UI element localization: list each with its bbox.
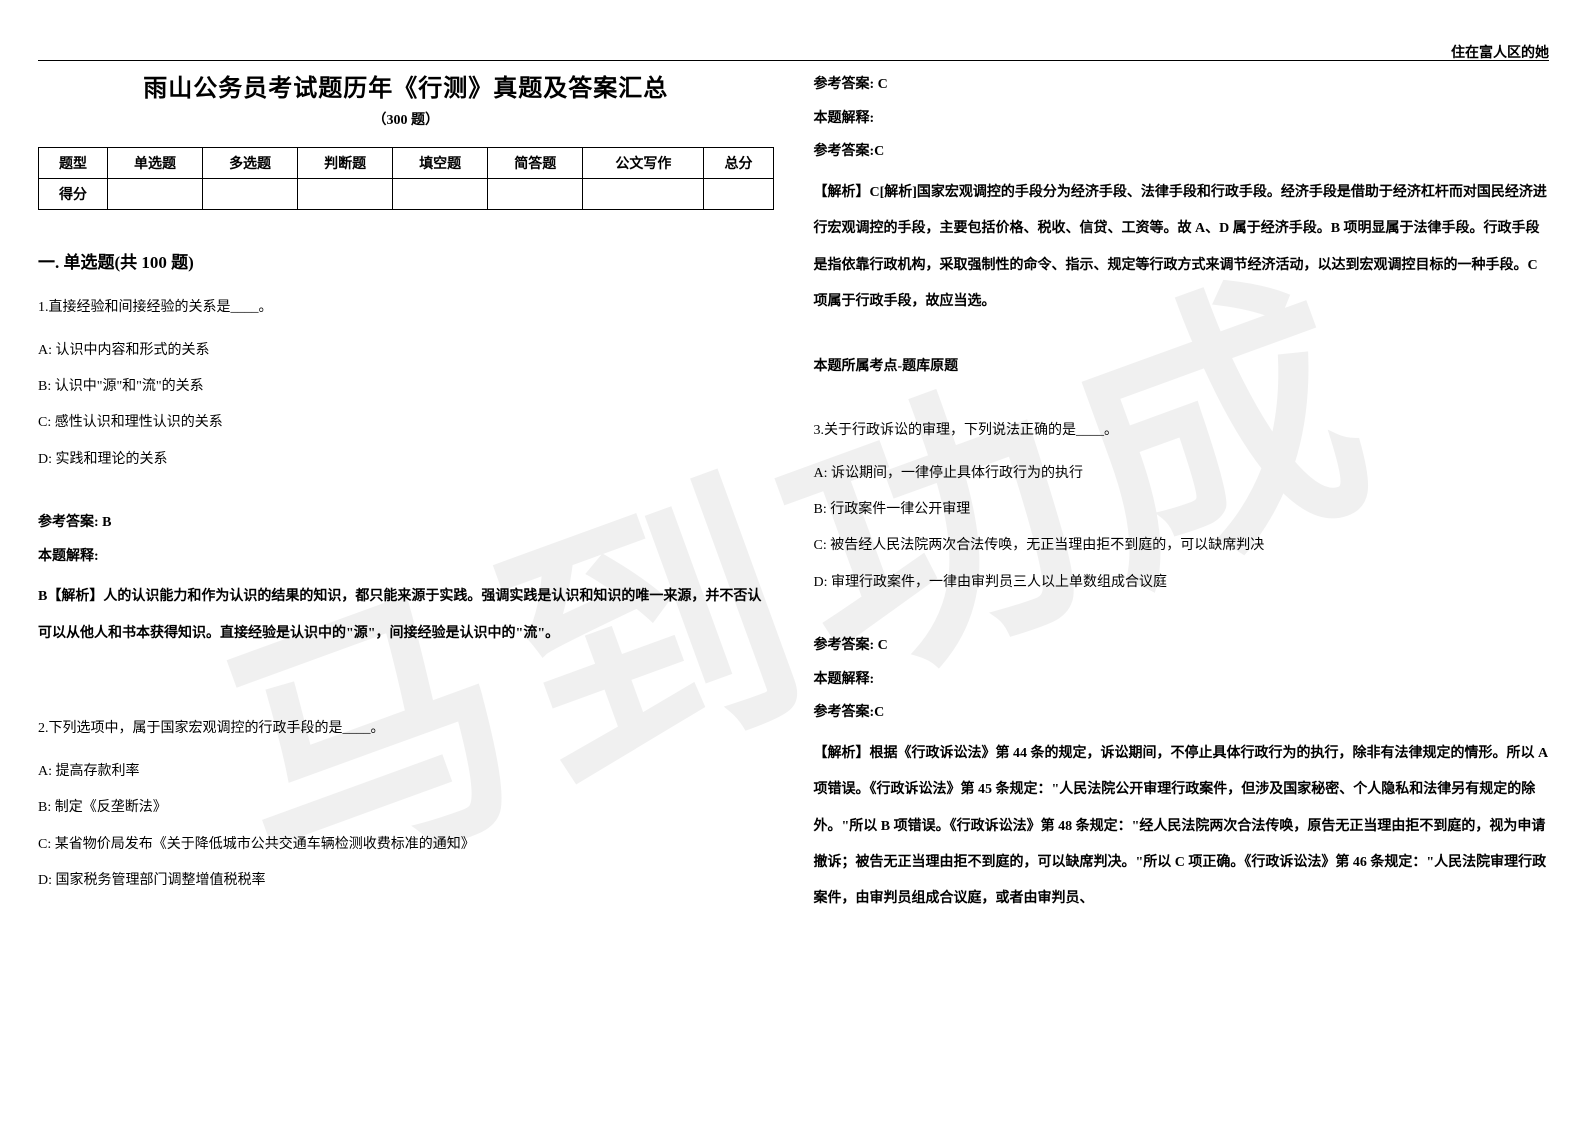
table-header-cell: 公文写作 — [583, 148, 704, 179]
question-2-explain-text: 【解析】C[解析]国家宏观调控的手段分为经济手段、法律手段和行政手段。经济手段是… — [814, 175, 1550, 321]
document-title: 雨山公务员考试题历年《行测》真题及答案汇总 — [38, 68, 774, 103]
question-1-answer: 参考答案: B — [38, 506, 774, 540]
table-cell — [298, 179, 393, 210]
table-cell — [203, 179, 298, 210]
left-column: 雨山公务员考试题历年《行测》真题及答案汇总 （300 题） 题型 单选题 多选题… — [38, 68, 774, 918]
question-1-text: 1.直接经验和间接经验的关系是____。 — [38, 291, 774, 325]
question-3-explain-label: 本题解释: — [814, 663, 1550, 697]
table-header-cell: 简答题 — [488, 148, 583, 179]
table-cell — [704, 179, 773, 210]
question-1-option-a: A: 认识中内容和形式的关系 — [38, 333, 774, 369]
question-2-ref-answer: 参考答案:C — [814, 135, 1550, 169]
table-cell — [488, 179, 583, 210]
question-3-answer: 参考答案: C — [814, 629, 1550, 663]
page-container: 雨山公务员考试题历年《行测》真题及答案汇总 （300 题） 题型 单选题 多选题… — [0, 0, 1587, 938]
question-2-answer: 参考答案: C — [814, 68, 1550, 102]
table-header-cell: 填空题 — [393, 148, 488, 179]
section-header: 一. 单选题(共 100 题) — [38, 248, 774, 273]
table-header-cell: 多选题 — [203, 148, 298, 179]
table-header-cell: 题型 — [39, 148, 108, 179]
table-cell — [583, 179, 704, 210]
question-2-explain-label: 本题解释: — [814, 102, 1550, 136]
question-1-explain-label: 本题解释: — [38, 540, 774, 574]
question-1-option-b: B: 认识中"源"和"流"的关系 — [38, 369, 774, 405]
question-1-option-d: D: 实践和理论的关系 — [38, 442, 774, 478]
document-subtitle: （300 题） — [38, 109, 774, 129]
question-3-option-c: C: 被告经人民法院两次合法传唤，无正当理由拒不到庭的，可以缺席判决 — [814, 528, 1550, 564]
table-cell — [107, 179, 202, 210]
table-row-label: 得分 — [39, 179, 108, 210]
question-2-text: 2.下列选项中，属于国家宏观调控的行政手段的是____。 — [38, 712, 774, 746]
table-row: 得分 — [39, 179, 774, 210]
table-cell — [393, 179, 488, 210]
score-table: 题型 单选题 多选题 判断题 填空题 简答题 公文写作 总分 得分 — [38, 147, 774, 210]
question-3-option-d: D: 审理行政案件，一律由审判员三人以上单数组成合议庭 — [814, 565, 1550, 601]
question-3-option-a: A: 诉讼期间，一律停止具体行政行为的执行 — [814, 456, 1550, 492]
question-3-text: 3.关于行政诉讼的审理，下列说法正确的是____。 — [814, 414, 1550, 448]
table-header-cell: 总分 — [704, 148, 773, 179]
question-3-explain-text: 【解析】根据《行政诉讼法》第 44 条的规定，诉讼期间，不停止具体行政行为的执行… — [814, 736, 1550, 918]
spacer — [38, 652, 774, 712]
question-2-option-a: A: 提高存款利率 — [38, 754, 774, 790]
question-1-explain-text: B【解析】人的认识能力和作为认识的结果的知识，都只能来源于实践。强调实践是认识和… — [38, 579, 774, 652]
right-column: 参考答案: C 本题解释: 参考答案:C 【解析】C[解析]国家宏观调控的手段分… — [814, 68, 1550, 918]
spacer — [814, 384, 1550, 414]
spacer — [814, 320, 1550, 350]
question-2-option-b: B: 制定《反垄断法》 — [38, 790, 774, 826]
question-1-option-c: C: 感性认识和理性认识的关系 — [38, 405, 774, 441]
table-header-row: 题型 单选题 多选题 判断题 填空题 简答题 公文写作 总分 — [39, 148, 774, 179]
table-header-cell: 判断题 — [298, 148, 393, 179]
question-2-option-d: D: 国家税务管理部门调整增值税税率 — [38, 863, 774, 899]
question-2-option-c: C: 某省物价局发布《关于降低城市公共交通车辆检测收费标准的通知》 — [38, 827, 774, 863]
question-3-option-b: B: 行政案件一律公开审理 — [814, 492, 1550, 528]
question-3-ref-answer: 参考答案:C — [814, 696, 1550, 730]
table-header-cell: 单选题 — [107, 148, 202, 179]
question-2-topic: 本题所属考点-题库原题 — [814, 350, 1550, 384]
